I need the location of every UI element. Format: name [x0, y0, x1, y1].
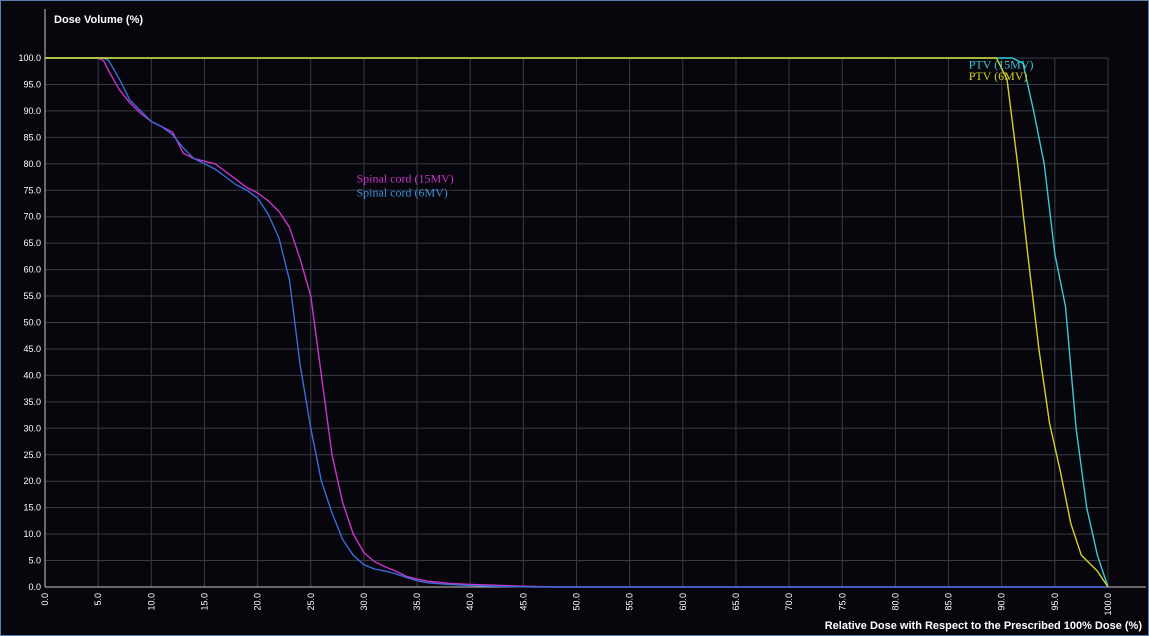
y-axis-ticks: 0.0 5.0 10.0 15.0 20.0 25.0 30.0 35.0 40.0 45.0 50… — [18, 53, 41, 592]
y-tick-label: 55.0 — [23, 291, 41, 301]
y-tick-label: 35.0 — [23, 397, 41, 407]
x-tick-label: 25.0 — [306, 593, 316, 611]
x-tick-label: 80.0 — [890, 593, 900, 611]
series-labels: Spinal cord (15MV)Spinal cord (6MV) PTV (… — [356, 58, 1033, 200]
y-tick-label: 70.0 — [23, 212, 41, 222]
y-tick-label: 95.0 — [23, 79, 41, 89]
series-lines — [45, 57, 1109, 588]
y-tick-label: 75.0 — [23, 185, 41, 195]
y-tick-label: 30.0 — [23, 423, 41, 433]
axes — [44, 9, 1146, 588]
y-tick-label: 5.0 — [28, 556, 41, 566]
y-tick-label: 90.0 — [23, 106, 41, 116]
x-tick-label: 95.0 — [1050, 593, 1060, 611]
x-tick-label: 0.0 — [40, 593, 50, 606]
series-line-3 — [45, 57, 1109, 588]
y-tick-label: 80.0 — [23, 159, 41, 169]
y-tick-label: 40.0 — [23, 370, 41, 380]
y-tick-label: 85.0 — [23, 132, 41, 142]
series-line-2 — [45, 57, 1109, 588]
x-tick-label: 10.0 — [146, 593, 156, 611]
x-tick-label: 60.0 — [678, 593, 688, 611]
x-tick-label: 5.0 — [93, 593, 103, 606]
y-tick-label: 60.0 — [23, 265, 41, 275]
x-tick-label: 35.0 — [412, 593, 422, 611]
x-tick-label: 15.0 — [199, 593, 209, 611]
x-tick-label: 65.0 — [731, 593, 741, 611]
x-axis-title: Relative Dose with Respect to the Prescr… — [825, 620, 1143, 632]
y-tick-label: 45.0 — [23, 344, 41, 354]
x-tick-label: 100.0 — [1103, 593, 1113, 616]
x-tick-label: 50.0 — [572, 593, 582, 611]
x-tick-label: 85.0 — [944, 593, 954, 611]
x-axis-ticks: 0.0 5.0 10.0 15.0 20.0 25.0 30.0 35.0 40.0 45.0 50… — [40, 593, 1113, 616]
x-tick-label: 30.0 — [359, 593, 369, 611]
x-tick-label: 90.0 — [997, 593, 1007, 611]
series-label: PTV (6MV) — [969, 69, 1028, 83]
y-tick-label: 10.0 — [23, 529, 41, 539]
x-tick-label: 20.0 — [253, 593, 263, 611]
series-label: Spinal cord (15MV) — [356, 171, 453, 185]
series-line-1 — [45, 57, 1108, 588]
y-tick-label: 0.0 — [28, 582, 41, 592]
series-label: Spinal cord (6MV) — [356, 186, 447, 200]
grid-lines — [44, 57, 1109, 588]
y-tick-label: 25.0 — [23, 450, 41, 460]
x-tick-label: 40.0 — [465, 593, 475, 611]
x-tick-label: 75.0 — [837, 593, 847, 611]
series-label: PTV (15MV) — [969, 58, 1034, 72]
x-tick-label: 70.0 — [784, 593, 794, 611]
y-tick-label: 100.0 — [18, 53, 41, 63]
x-tick-label: 45.0 — [518, 593, 528, 611]
y-tick-label: 50.0 — [23, 318, 41, 328]
y-axis-title: Dose Volume (%) — [54, 14, 143, 26]
y-tick-label: 20.0 — [23, 476, 41, 486]
x-tick-label: 55.0 — [625, 593, 635, 611]
y-tick-label: 15.0 — [23, 503, 41, 513]
y-tick-label: 65.0 — [23, 238, 41, 248]
